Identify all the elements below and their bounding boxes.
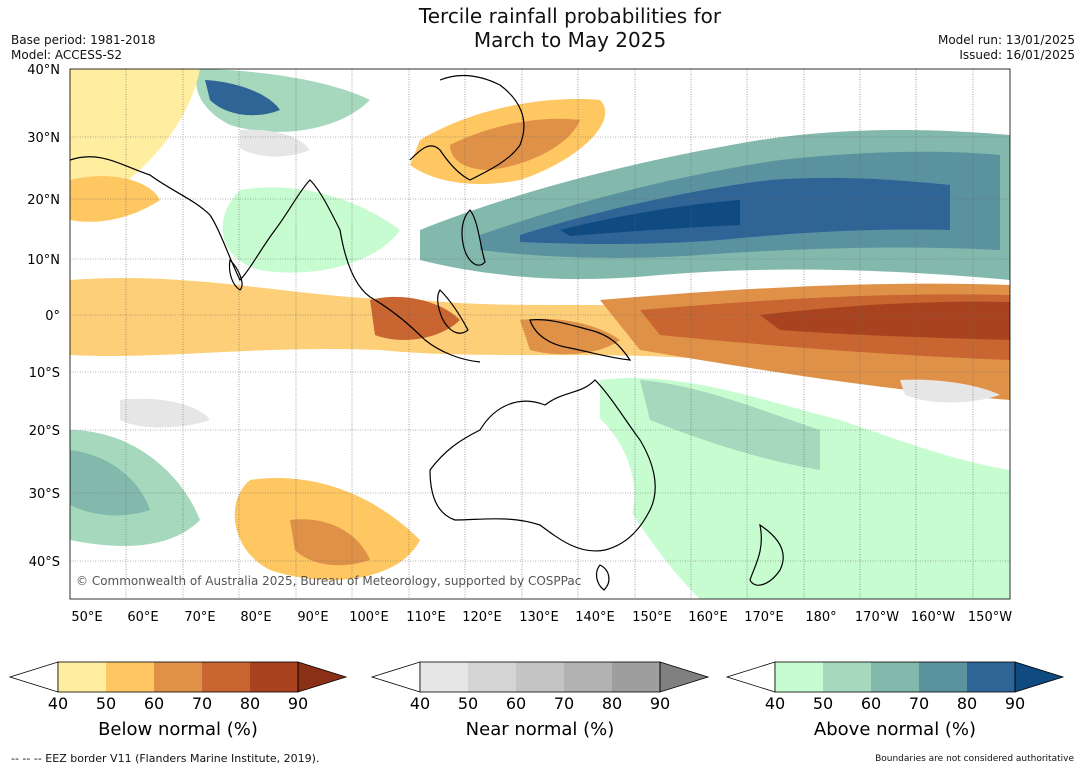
latitude-tick-label: 30°S (29, 487, 60, 502)
colorbar-title: Above normal (%) (814, 719, 976, 740)
colorbar-tick-label: 40 (765, 694, 785, 713)
longitude-tick-label: 170°W (855, 610, 899, 625)
colorbar-tick-label: 50 (96, 694, 116, 713)
colorbar-segment (154, 662, 202, 692)
colorbar-tick-label: 90 (1005, 694, 1025, 713)
colorbar-segment (106, 662, 154, 692)
colorbar-lower-extend (8, 661, 59, 693)
longitude-tick-label: 80°E (240, 610, 271, 625)
latitude-tick-label: 20°N (27, 193, 60, 208)
colorbar-tick-label: 80 (602, 694, 622, 713)
colorbar-segment (967, 662, 1015, 692)
longitude-tick-label: 90°E (297, 610, 328, 625)
colorbar-segment (420, 662, 468, 692)
colorbar-segment (202, 662, 250, 692)
model-run-label: Model run: 13/01/2025 (937, 33, 1075, 47)
eez-border-note: -- -- -- EEZ border V11 (Flanders Marine… (11, 752, 320, 765)
title-line2: March to May 2025 (473, 28, 667, 52)
model-label: Model: ACCESS-S2 (11, 48, 123, 62)
longitude-tick-label: 100°E (349, 610, 389, 625)
colorbar-segment (871, 662, 919, 692)
coastlines (70, 74, 784, 591)
colorbar-segment (564, 662, 612, 692)
colorbar-tick-label: 60 (506, 694, 526, 713)
colorbar-lower-extend (725, 661, 776, 693)
longitude-tick-label: 70°E (184, 610, 215, 625)
boundary-disclaimer: Boundaries are not considered authoritat… (875, 754, 1074, 764)
colorbar-title: Below normal (%) (98, 719, 258, 740)
colorbar-upper-extend (297, 661, 348, 693)
above-normal-legend: 40 50 60 70 80 90 Above normal (%) (725, 661, 1065, 740)
colorbar-segment (58, 662, 106, 692)
colorbar-tick-label: 40 (410, 694, 430, 713)
latitude-tick-label: 10°S (29, 366, 60, 381)
colorbar-tick-label: 70 (554, 694, 574, 713)
colorbar-segment (250, 662, 298, 692)
map-title: Tercile rainfall probabilities for March… (370, 4, 770, 52)
colorbar-tick-label: 50 (813, 694, 833, 713)
longitude-tick-label: 180° (805, 610, 836, 625)
colorbar-tick-label: 40 (48, 694, 68, 713)
longitude-tick-label: 130°E (519, 610, 559, 625)
colorbar-upper-extend (1014, 661, 1065, 693)
longitude-tick-label: 50°E (71, 610, 102, 625)
latitude-labels: 40°N 30°N 20°N 10°N 0° 10°S 20°S 30°S 40°S (27, 63, 60, 570)
colorbar-tick-label: 90 (288, 694, 308, 713)
latitude-tick-label: 0° (45, 309, 60, 324)
latitude-tick-label: 40°S (29, 555, 60, 570)
issued-label: Issued: 16/01/2025 (959, 48, 1075, 62)
below-normal-legend: 40 50 60 70 80 90 Below normal (%) (8, 661, 348, 740)
base-period-label: Base period: 1981-2018 (11, 33, 156, 47)
colorbar-tick-label: 90 (650, 694, 670, 713)
forecast-map: 40°N 30°N 20°N 10°N 0° 10°S 20°S 30°S 40°S 50°E 6… (27, 63, 1012, 625)
metadata-left: Base period: 1981-2018 Model: ACCESS-S2 (11, 33, 156, 63)
colorbar-tick-label: 60 (861, 694, 881, 713)
longitude-tick-label: 150°E (632, 610, 672, 625)
longitude-tick-label: 160°W (911, 610, 955, 625)
longitude-tick-label: 60°E (127, 610, 158, 625)
longitude-tick-label: 140°E (575, 610, 615, 625)
longitude-labels: 50°E 60°E 70°E 80°E 90°E 100°E 110°E 120°E 130°E… (71, 610, 1012, 625)
title-line1: Tercile rainfall probabilities for (418, 4, 722, 28)
colorbar-segment (919, 662, 967, 692)
near-normal-legend: 40 50 60 70 80 90 Near normal (%) (370, 661, 710, 740)
latitude-tick-label: 40°N (27, 63, 60, 78)
copyright-notice: © Commonwealth of Australia 2025, Bureau… (76, 574, 581, 588)
latitude-tick-label: 10°N (27, 253, 60, 268)
longitude-tick-label: 170°E (744, 610, 784, 625)
legend-colorbars: 40 50 60 70 80 90 Below normal (%) 40 50 60 70 80 9… (8, 661, 1065, 740)
map-frame (69, 68, 1011, 600)
colorbar-title: Near normal (%) (466, 719, 615, 740)
colorbar-segment (775, 662, 823, 692)
latitude-tick-label: 20°S (29, 424, 60, 439)
metadata-right: Model run: 13/01/2025 Issued: 16/01/2025 (938, 33, 1075, 63)
colorbar-segment (516, 662, 564, 692)
colorbar-tick-label: 70 (909, 694, 929, 713)
colorbar-tick-label: 50 (458, 694, 478, 713)
graticule (70, 69, 1010, 599)
colorbar-lower-extend (370, 661, 421, 693)
longitude-tick-label: 160°E (688, 610, 728, 625)
colorbar-tick-label: 80 (240, 694, 260, 713)
colorbar-tick-label: 70 (192, 694, 212, 713)
colorbar-segment (612, 662, 660, 692)
colorbar-upper-extend (659, 661, 710, 693)
latitude-tick-label: 30°N (27, 131, 60, 146)
colorbar-tick-label: 80 (957, 694, 977, 713)
longitude-tick-label: 150°W (968, 610, 1012, 625)
colorbar-tick-label: 60 (144, 694, 164, 713)
longitude-tick-label: 120°E (462, 610, 502, 625)
map-field (70, 69, 1010, 599)
colorbar-segment (468, 662, 516, 692)
colorbar-segment (823, 662, 871, 692)
longitude-tick-label: 110°E (406, 610, 446, 625)
